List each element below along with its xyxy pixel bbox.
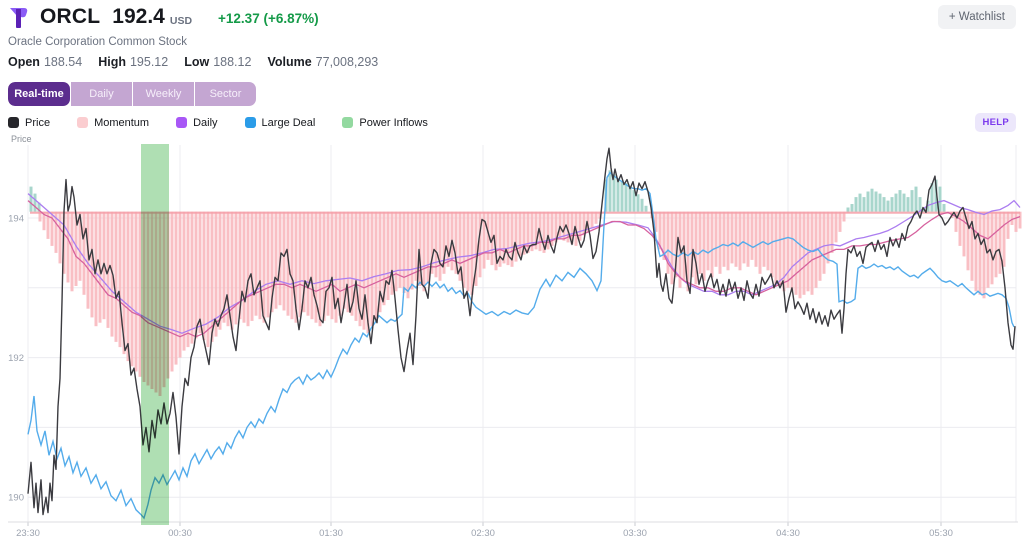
help-button[interactable]: HELP	[975, 113, 1016, 132]
stat-low: Low 188.12	[184, 55, 251, 69]
stat-low-value: 188.12	[213, 55, 252, 69]
price-line	[27, 147, 1016, 516]
legend-price-label: Price	[25, 116, 51, 129]
power-inflows-band	[141, 144, 169, 525]
large-deal-line	[27, 171, 1015, 520]
x-axis-label: 05:30	[929, 528, 953, 539]
x-axis-label: 04:30	[776, 528, 800, 539]
stat-open-label: Open	[8, 55, 40, 69]
momentum-negative-area	[38, 211, 606, 396]
legend-item-momentum: Momentum	[77, 117, 149, 129]
stat-volume: Volume 77,008,293	[267, 55, 378, 69]
legend-momentum-label: Momentum	[94, 116, 150, 129]
legend-power-inflows-label: Power Inflows	[359, 116, 428, 129]
price-change: +12.37 (+6.87%)	[218, 11, 319, 26]
stat-volume-value: 77,008,293	[315, 55, 379, 69]
momentum-swatch-icon	[77, 117, 89, 128]
stat-low-label: Low	[184, 55, 210, 69]
tab-group: Real-time Daily Weekly Sector	[8, 82, 256, 106]
x-axis-label: 23:30	[16, 528, 40, 539]
stat-volume-label: Volume	[267, 55, 312, 69]
company-name: Oracle Corporation Common Stock	[8, 36, 187, 48]
tab-real-time[interactable]: Real-time	[8, 82, 70, 106]
large-deal-swatch-icon	[244, 117, 256, 128]
legend-item-daily: Daily	[176, 116, 218, 129]
legend-daily-label: Daily	[193, 116, 218, 129]
legend-item-power-inflows: Power Inflows	[342, 116, 428, 129]
plot-axis-title: Price	[11, 134, 32, 144]
legend: Price Momentum Daily Large Deal Power In…	[8, 113, 1016, 132]
last-price: 192.4	[112, 5, 165, 28]
momentum-negative-area	[950, 211, 1022, 299]
legend-item-price: Price	[8, 117, 50, 129]
header: ORCL 192.4 USD +12.37 (+6.87%) + Watchli…	[8, 3, 1016, 31]
daily-swatch-icon	[176, 117, 188, 128]
stat-open-value: 188.54	[43, 55, 83, 69]
subtitle-row: Oracle Corporation Common Stock	[8, 36, 1016, 48]
x-axis-label: 00:30	[168, 528, 192, 539]
momentum-positive-area	[846, 179, 946, 212]
tab-daily[interactable]: Daily	[70, 82, 132, 106]
stats-row: Open 188.54 High 195.12 Low 188.12 Volume 77…	[8, 55, 1016, 69]
legend-item-large-deal: Large Deal	[244, 116, 316, 129]
add-watchlist-button[interactable]: + Watchlist	[937, 5, 1016, 29]
ticker-symbol: ORCL	[40, 5, 101, 28]
brand-logo-icon	[10, 7, 28, 28]
power-inflows-swatch-icon	[342, 117, 354, 128]
stat-high-value: 195.12	[129, 55, 169, 69]
y-axis-label: 194	[8, 214, 24, 225]
x-axis-label: 01:30	[319, 528, 343, 539]
stat-high: High 195.12	[98, 55, 168, 69]
timeframe-tabs: Real-time Daily Weekly Sector	[8, 82, 1016, 106]
momentum-positive-area	[604, 170, 648, 212]
legend-large-deal-label: Large Deal	[261, 116, 316, 129]
tab-weekly[interactable]: Weekly	[132, 82, 194, 106]
x-axis-label: 02:30	[471, 528, 495, 539]
y-axis-label: 192	[8, 353, 24, 364]
price-swatch-icon	[8, 117, 19, 128]
tab-sector[interactable]: Sector	[194, 82, 256, 106]
stat-high-label: High	[98, 55, 126, 69]
momentum-positive-area	[29, 186, 41, 212]
x-axis-label: 03:30	[623, 528, 647, 539]
y-axis-label: 190	[8, 493, 24, 504]
stat-open: Open 188.54	[8, 55, 82, 69]
currency-label: USD	[169, 14, 193, 27]
